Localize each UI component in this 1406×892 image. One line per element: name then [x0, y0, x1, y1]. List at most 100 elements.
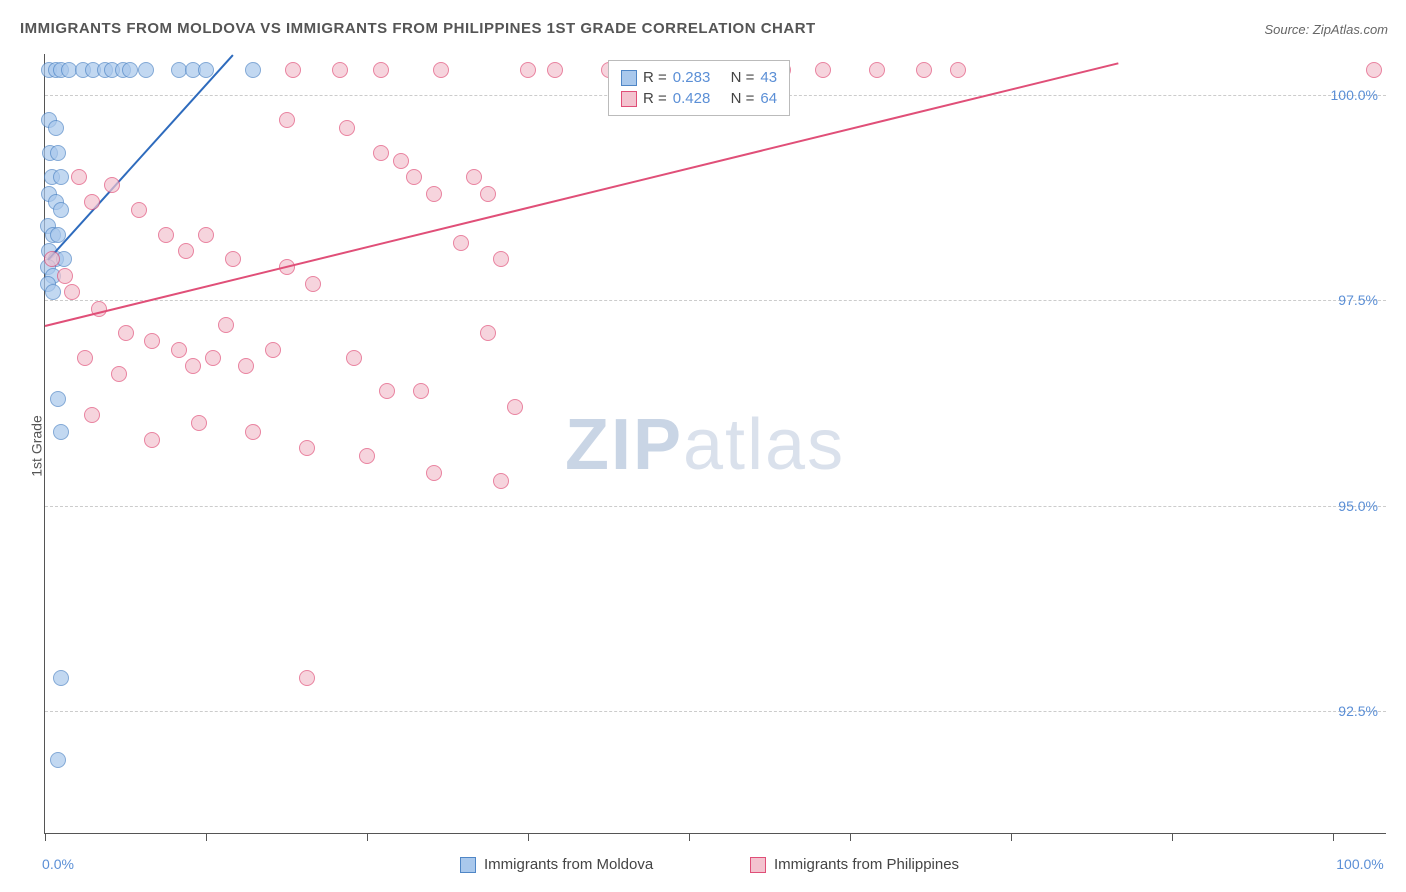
ytick-label: 100.0% [1331, 87, 1378, 103]
data-point [426, 186, 442, 202]
data-point [426, 465, 442, 481]
data-point [869, 62, 885, 78]
data-point [480, 325, 496, 341]
data-point [346, 350, 362, 366]
data-point [815, 62, 831, 78]
data-point [332, 62, 348, 78]
data-point [406, 169, 422, 185]
data-point [158, 227, 174, 243]
xtick [367, 833, 368, 841]
data-point [53, 169, 69, 185]
legend-moldova: Immigrants from Moldova [460, 856, 653, 873]
data-point [507, 399, 523, 415]
legend-philippines: Immigrants from Philippines [750, 856, 959, 873]
data-point [373, 62, 389, 78]
xtick [1333, 833, 1334, 841]
data-point [238, 358, 254, 374]
legend-label-philippines: Immigrants from Philippines [774, 856, 959, 873]
gridline [45, 300, 1386, 301]
data-point [218, 317, 234, 333]
data-point [299, 670, 315, 686]
data-point [466, 169, 482, 185]
legend-label-moldova: Immigrants from Moldova [484, 856, 653, 873]
data-point [379, 383, 395, 399]
data-point [279, 112, 295, 128]
xtick [1172, 833, 1173, 841]
data-point [118, 325, 134, 341]
legend-swatch-philippines [750, 857, 766, 873]
data-point [144, 333, 160, 349]
data-point [245, 62, 261, 78]
ytick-label: 97.5% [1338, 292, 1378, 308]
data-point [122, 62, 138, 78]
data-point [225, 251, 241, 267]
data-point [480, 186, 496, 202]
xtick [850, 833, 851, 841]
ytick-label: 92.5% [1338, 703, 1378, 719]
x-start-label: 0.0% [42, 856, 74, 872]
stats-legend: R = 0.283 N = 43 R = 0.428 N = 64 [608, 60, 790, 116]
data-point [64, 284, 80, 300]
r-value-philippines: 0.428 [673, 90, 711, 107]
data-point [50, 752, 66, 768]
data-point [185, 358, 201, 374]
data-point [84, 194, 100, 210]
stats-row-philippines: R = 0.428 N = 64 [621, 88, 777, 109]
data-point [1366, 62, 1382, 78]
data-point [373, 145, 389, 161]
r-value-moldova: 0.283 [673, 69, 711, 86]
data-point [48, 120, 64, 136]
data-point [44, 251, 60, 267]
data-point [493, 251, 509, 267]
x-end-label: 100.0% [1336, 856, 1383, 872]
data-point [84, 407, 100, 423]
data-point [285, 62, 301, 78]
data-point [198, 227, 214, 243]
swatch-philippines [621, 91, 637, 107]
data-point [916, 62, 932, 78]
data-point [71, 169, 87, 185]
n-value-moldova: 43 [760, 69, 777, 86]
swatch-moldova [621, 70, 637, 86]
data-point [299, 440, 315, 456]
ytick-label: 95.0% [1338, 498, 1378, 514]
data-point [53, 202, 69, 218]
data-point [453, 235, 469, 251]
data-point [433, 62, 449, 78]
gridline [45, 506, 1386, 507]
plot-area: ZIPatlas 92.5% 95.0% 97.5% 100.0% [44, 54, 1386, 834]
n-value-philippines: 64 [760, 90, 777, 107]
gridline [45, 711, 1386, 712]
data-point [245, 424, 261, 440]
data-point [393, 153, 409, 169]
trend-line [45, 62, 1119, 327]
chart-title: IMMIGRANTS FROM MOLDOVA VS IMMIGRANTS FR… [20, 20, 816, 37]
data-point [171, 342, 187, 358]
data-point [111, 366, 127, 382]
xtick [206, 833, 207, 841]
data-point [205, 350, 221, 366]
data-point [265, 342, 281, 358]
y-axis-label: 1st Grade [29, 415, 45, 476]
data-point [950, 62, 966, 78]
data-point [178, 243, 194, 259]
data-point [547, 62, 563, 78]
xtick [45, 833, 46, 841]
data-point [50, 391, 66, 407]
data-point [305, 276, 321, 292]
stats-row-moldova: R = 0.283 N = 43 [621, 67, 777, 88]
watermark: ZIPatlas [565, 404, 845, 486]
data-point [45, 284, 61, 300]
legend-swatch-moldova [460, 857, 476, 873]
data-point [493, 473, 509, 489]
data-point [138, 62, 154, 78]
data-point [413, 383, 429, 399]
xtick [528, 833, 529, 841]
data-point [191, 415, 207, 431]
source-label: Source: ZipAtlas.com [1264, 22, 1388, 37]
data-point [359, 448, 375, 464]
data-point [520, 62, 536, 78]
data-point [50, 145, 66, 161]
data-point [53, 424, 69, 440]
data-point [57, 268, 73, 284]
